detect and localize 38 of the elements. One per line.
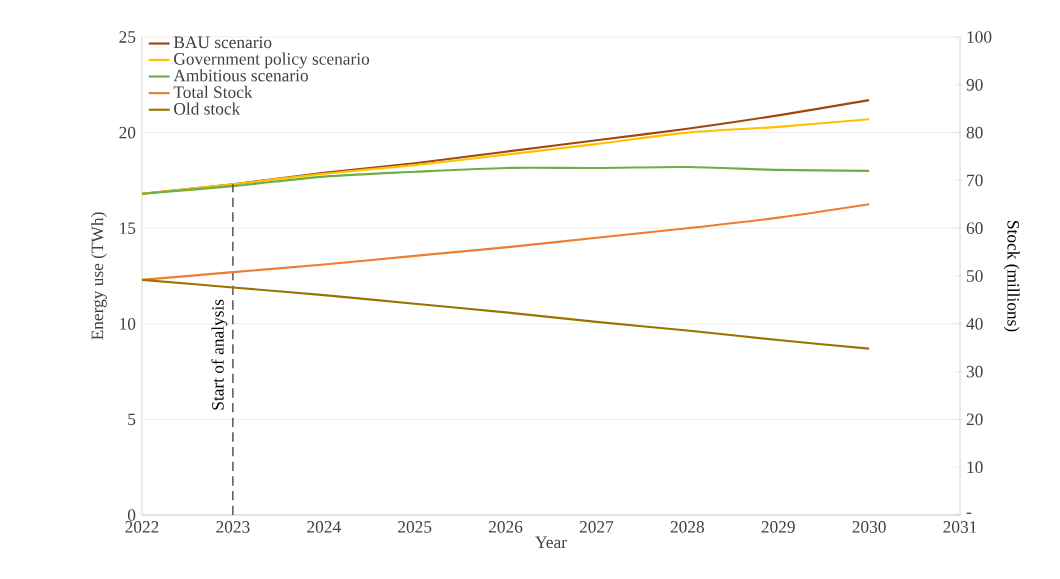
x-tick-label: 2028 <box>670 521 705 533</box>
y2-axis-title: Stock (millions) <box>1003 221 1020 332</box>
y2-tick-label: 10 <box>967 461 983 474</box>
line-series <box>142 203 871 281</box>
y-tick-label: 20 <box>119 126 136 139</box>
legend-label: Ambitious scenario <box>173 69 308 82</box>
x-tick-label: 2026 <box>488 521 523 533</box>
x-tick-label: 2031 <box>943 521 977 533</box>
y2-tick-label: 50 <box>967 270 983 282</box>
x-tick-label: 2022 <box>125 521 159 533</box>
y-tick-label: 10 <box>120 317 136 330</box>
y-tick-label: 25 <box>119 31 136 43</box>
y2-tick-label: - <box>966 512 972 514</box>
y2-tick-label: 60 <box>966 222 983 235</box>
y-axis-title: Energy use (TWh) <box>91 212 107 340</box>
x-tick-label: 2030 <box>852 521 886 533</box>
legend-label: Old stock <box>174 102 241 115</box>
y2-tick-label: 100 <box>967 31 992 43</box>
x-tick-label: 2025 <box>398 521 432 533</box>
y2-tick-label: 90 <box>966 78 983 91</box>
x-tick-label: 2029 <box>761 521 795 533</box>
y2-tick-label: 30 <box>966 365 983 378</box>
y-tick-label: 0 <box>127 509 136 521</box>
y-tick-label: 15 <box>120 222 136 234</box>
x-axis-title: Year <box>535 536 567 549</box>
line-series <box>142 165 871 195</box>
y2-tick-label: 20 <box>966 413 983 426</box>
y2-tick-label: 80 <box>966 126 983 139</box>
ref-line-label: Start of analysis <box>211 299 228 410</box>
x-tick-label: 2024 <box>307 521 341 533</box>
x-tick-label: 2027 <box>579 521 614 533</box>
y2-tick-label: 40 <box>966 317 983 330</box>
y-tick-label: 5 <box>128 413 136 426</box>
legend-label: Government policy scenario <box>174 52 370 69</box>
legend-label: BAU scenario <box>173 36 272 49</box>
x-tick-label: 2023 <box>216 521 250 533</box>
y2-tick-label: 70 <box>967 174 983 187</box>
legend-label: Total Stock <box>173 85 253 99</box>
